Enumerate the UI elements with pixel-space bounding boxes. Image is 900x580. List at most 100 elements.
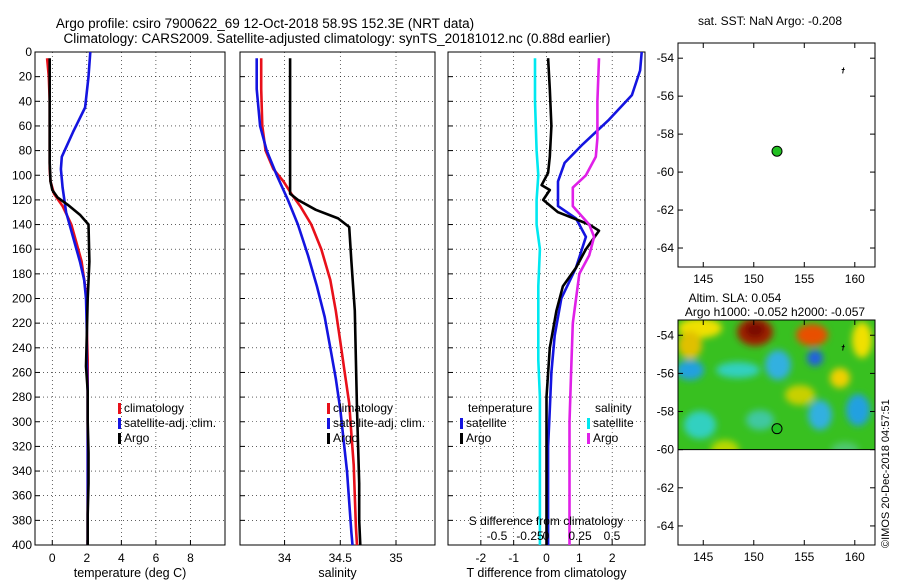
x-axis-label: temperature (deg C) (74, 566, 187, 580)
argo-position-marker (771, 145, 783, 157)
y-tick-label: 300 (12, 415, 32, 429)
top-tick-label: 0 (543, 529, 550, 543)
y-tick-label: 360 (12, 489, 32, 503)
map-y-tick-label: -54 (657, 51, 675, 65)
map-y-tick-label: -56 (657, 366, 675, 380)
legend-temp-2-label: Argo (124, 431, 150, 445)
map-y-tick-label: -54 (657, 328, 675, 342)
y-tick-label: 80 (19, 144, 33, 158)
map-x-tick-label: 145 (693, 272, 713, 286)
series-line-t-argo (540, 58, 601, 545)
x-tick-label: 35 (389, 551, 403, 565)
x-tick-label: 0 (543, 551, 550, 565)
map-sla-subtitle: Argo h1000: -0.052 h2000: -0.057 (685, 305, 865, 319)
y-tick-label: 240 (12, 341, 32, 355)
legend-sal-2-swatch (327, 433, 330, 444)
map-frame (677, 319, 876, 546)
map-x-tick-label: 150 (744, 272, 764, 286)
series-line-t-satellite (546, 51, 643, 545)
salinity-panel: 34 34.5 35 salinity climatologysatellite-adj… (239, 51, 436, 580)
x-axis-label: T difference from climatology (466, 566, 627, 580)
y-tick-label: 0 (25, 45, 32, 59)
y-tick-label: 140 (12, 218, 32, 232)
legend-sal-0-label: climatology (333, 401, 393, 415)
map-x-tick-label: 155 (794, 272, 814, 286)
map-x-tick-label: 145 (693, 550, 713, 564)
top-tick-label: -0.5 (487, 529, 508, 543)
y-tick-label: 60 (19, 119, 33, 133)
map-sst-title: sat. SST: NaN Argo: -0.208 (698, 14, 842, 28)
title-line-1: Argo profile: csiro 7900622_69 12-Oct-20… (56, 16, 474, 31)
map-x-tick-label: 155 (794, 550, 814, 564)
legend-sal-1-swatch (327, 418, 330, 429)
top-axis-label: S difference from climatology (469, 514, 624, 528)
legend-salinity-title: salinity (595, 401, 632, 415)
x-tick-label: 8 (187, 551, 194, 565)
map-y-tick-label: -62 (657, 481, 675, 495)
y-tick-label: 380 (12, 513, 32, 527)
legend-s-argo-swatch (587, 433, 590, 444)
legend-s-sat-swatch (587, 418, 590, 429)
top-tick-label: 0.5 (604, 529, 621, 543)
y-tick-label: 400 (12, 538, 32, 552)
y-tick-label: 160 (12, 242, 32, 256)
legend-s-argo-label: Argo (593, 431, 619, 445)
title-line-2: Climatology: CARS2009. Satellite-adjuste… (63, 31, 610, 46)
watermark: ©IMOS 20-Dec-2018 04:57:51 (880, 399, 892, 548)
series-line-argo (288, 58, 362, 546)
x-tick-label: 6 (153, 551, 160, 565)
legend-t-argo-swatch (460, 433, 463, 444)
x-axis-label: salinity (318, 566, 357, 580)
difference-panel: -2 -1 0 1 2T difference from climatology S di… (447, 51, 646, 580)
top-tick-label: 0.25 (568, 529, 592, 543)
y-tick-label: 180 (12, 267, 32, 281)
legend-sal-2-label: Argo (333, 431, 359, 445)
temperature-panel: 0 2 4 6 802040608010012014016018020022024026… (12, 45, 226, 580)
x-tick-label: -1 (508, 551, 519, 565)
y-tick-label: 220 (12, 316, 32, 330)
panel-frame (239, 51, 436, 546)
top-tick-label: -0.25 (516, 529, 544, 543)
map-x-tick-label: 150 (744, 550, 764, 564)
map-y-tick-label: -60 (657, 443, 675, 457)
y-tick-label: 280 (12, 390, 32, 404)
map-y-tick-label: -58 (657, 405, 675, 419)
x-tick-label: 4 (118, 551, 125, 565)
series-line-argo (48, 58, 91, 545)
y-tick-label: 20 (19, 70, 33, 84)
x-tick-label: 2 (83, 551, 90, 565)
panel-frame (34, 51, 226, 546)
legend-t-argo-label: Argo (466, 431, 492, 445)
sla-no-data-area (678, 449, 875, 545)
x-tick-label: 1 (576, 551, 583, 565)
x-tick-label: -2 (475, 551, 486, 565)
y-tick-label: 320 (12, 439, 32, 453)
legend-temp-1-label: satellite-adj. clim. (124, 416, 216, 430)
y-tick-label: 100 (12, 168, 32, 182)
x-tick-label: 0 (49, 551, 56, 565)
sla-map-panel: 145 150 155 160 -54 -56 -58 -60 -62 -64 (657, 319, 876, 564)
map-y-tick-label: -64 (657, 519, 675, 533)
legend-temp-2-swatch (118, 433, 121, 444)
legend-temp-1-swatch (118, 418, 121, 429)
sla-heatmap (678, 320, 875, 464)
legend-sal-1-label: satellite-adj. clim. (333, 416, 425, 430)
y-tick-label: 260 (12, 365, 32, 379)
x-tick-label: 34 (278, 551, 292, 565)
map-y-tick-label: -58 (657, 127, 675, 141)
map-y-tick-label: -56 (657, 89, 675, 103)
y-tick-label: 120 (12, 193, 32, 207)
series-line-s-argo (568, 58, 601, 545)
y-tick-label: 340 (12, 464, 32, 478)
sst-map-panel: 145 150 155 160 -54 -56 -58 -60 -62 -64 (657, 42, 876, 286)
legend-t-sat-label: satellite (466, 416, 507, 430)
map-y-tick-label: -60 (657, 165, 675, 179)
map-x-tick-label: 160 (845, 272, 865, 286)
series-line-s-satellite (533, 58, 542, 545)
legend-temperature-title: temperature (468, 401, 533, 415)
legend-t-sat-swatch (460, 418, 463, 429)
legend-sal-0-swatch (327, 403, 330, 414)
legend-temp-0-swatch (118, 403, 121, 414)
x-tick-label: 34.5 (329, 551, 353, 565)
